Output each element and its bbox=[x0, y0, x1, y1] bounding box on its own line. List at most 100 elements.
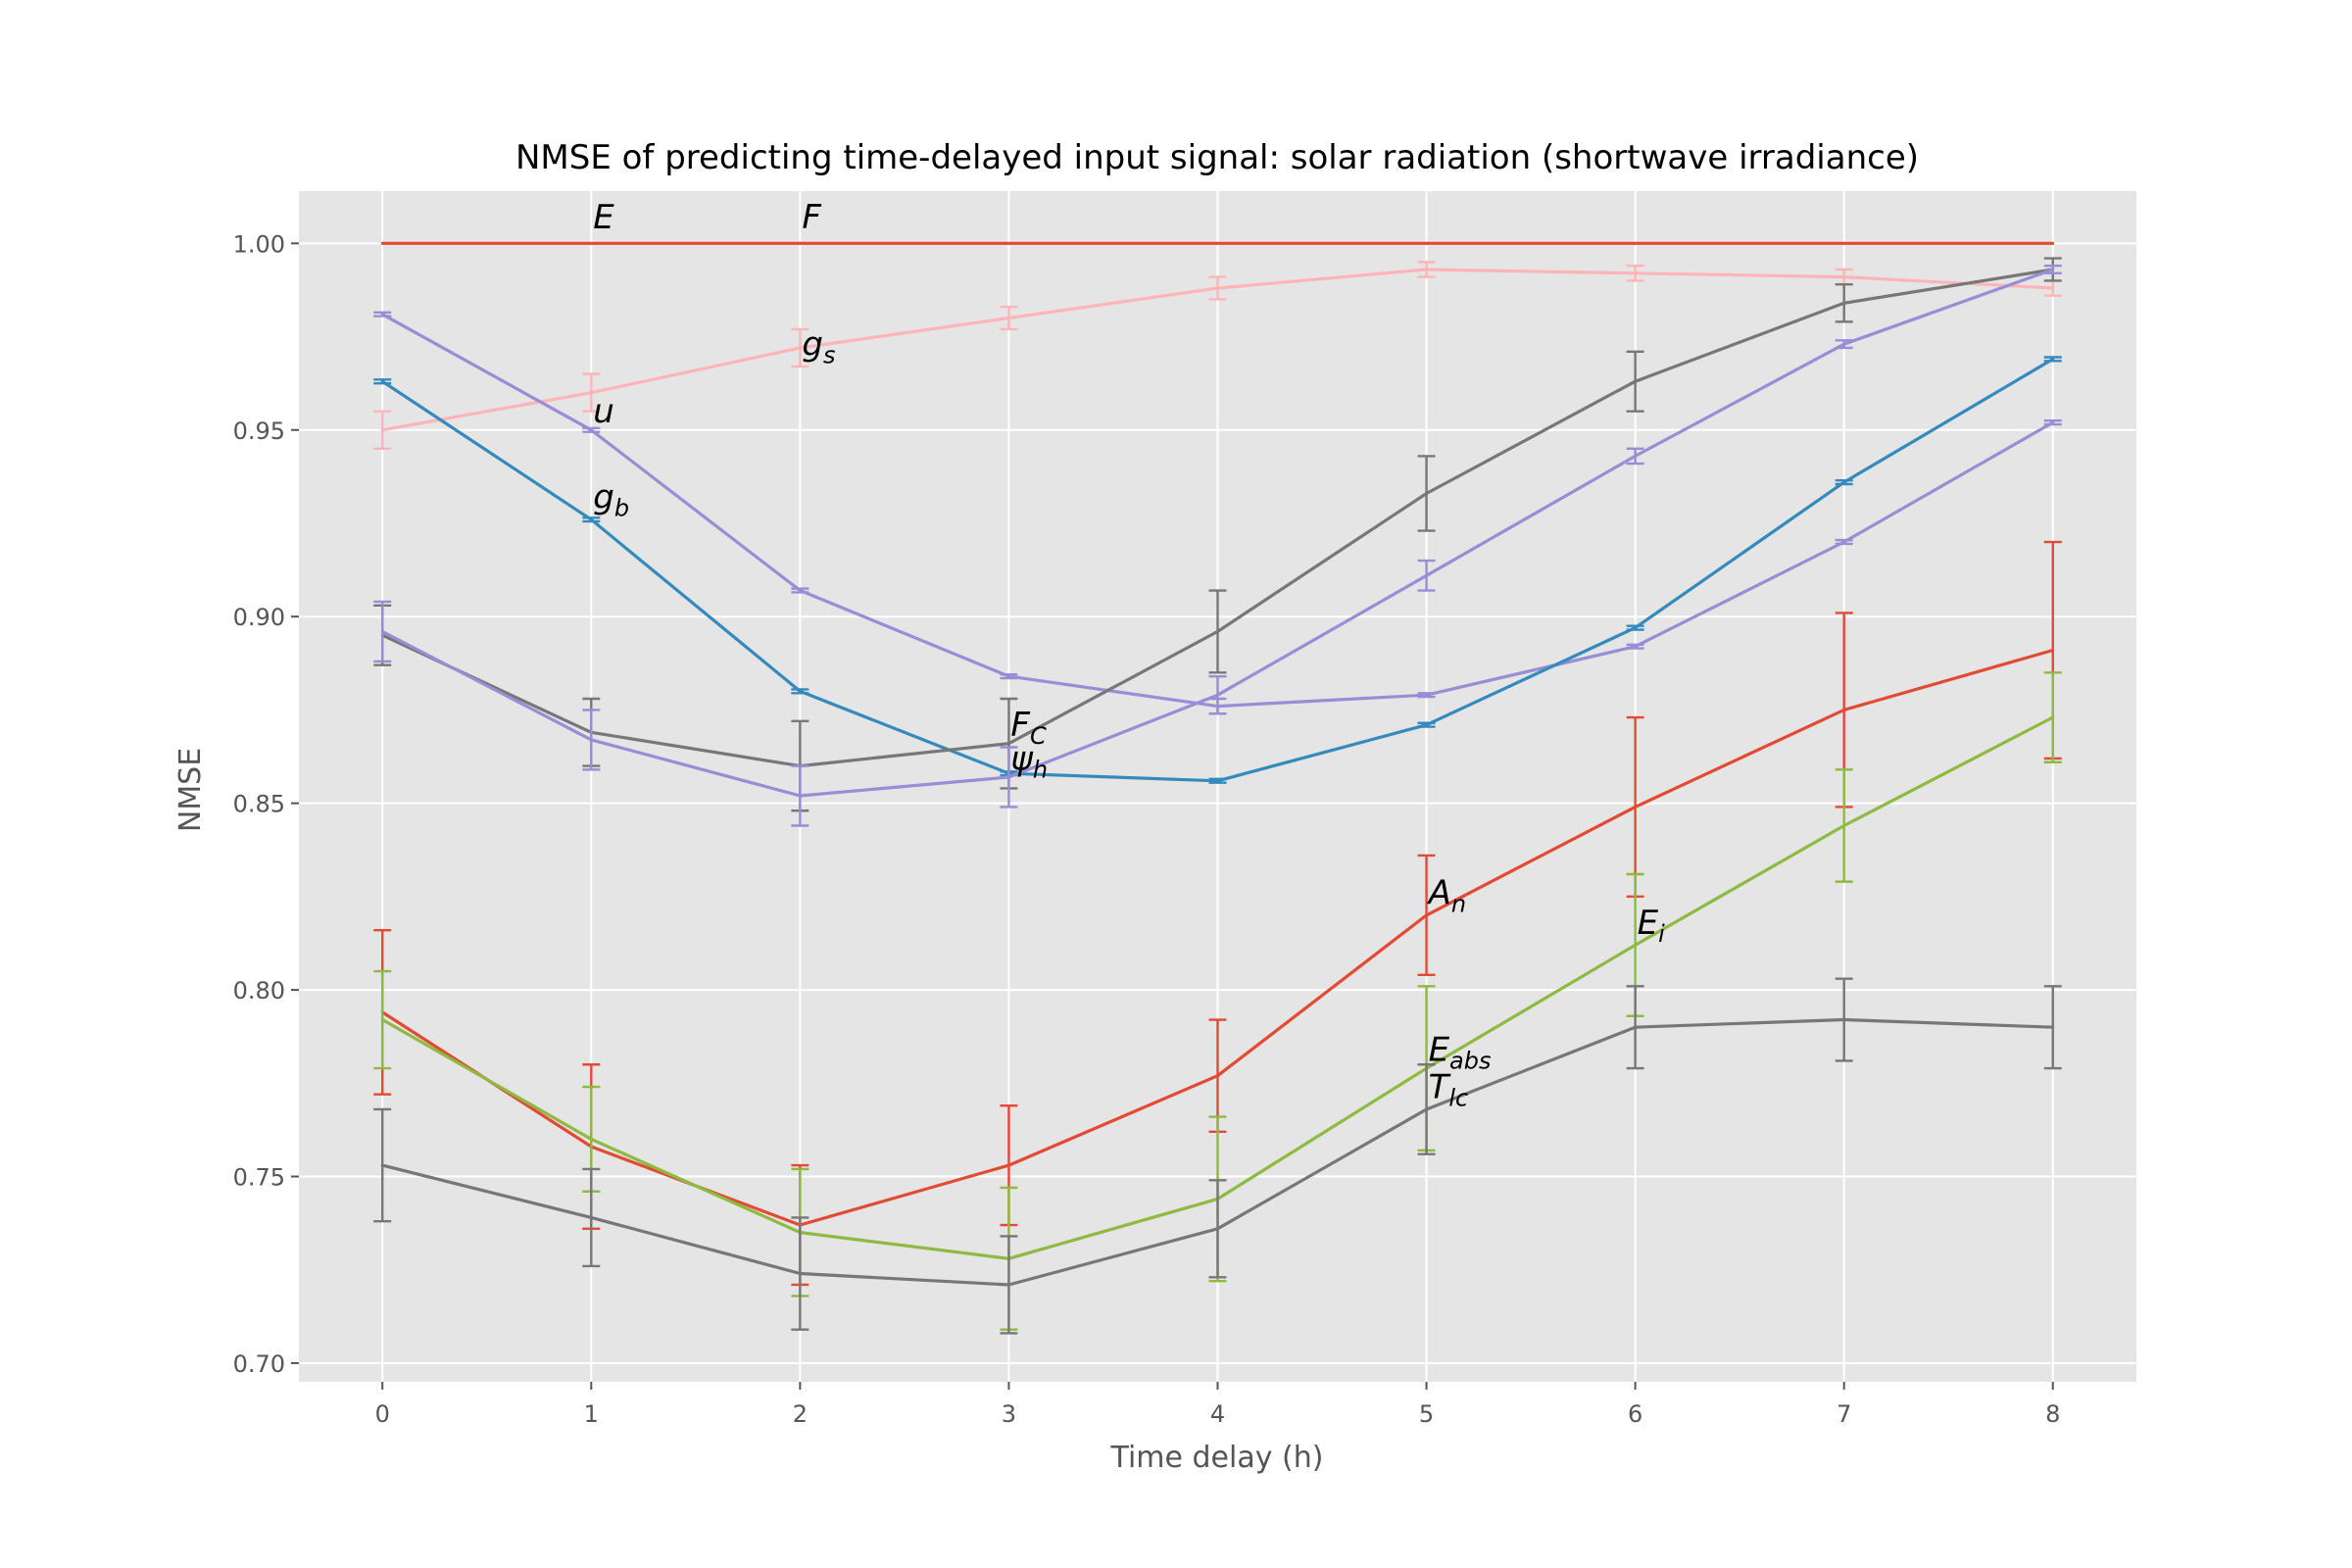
data-point bbox=[1842, 275, 1846, 279]
data-point bbox=[1842, 241, 1846, 245]
x-tick-label: 7 bbox=[1837, 1400, 1851, 1428]
data-point bbox=[1216, 1074, 1219, 1078]
series-0 bbox=[380, 241, 2055, 245]
y-tick-label: 0.75 bbox=[233, 1164, 285, 1192]
data-point bbox=[1425, 913, 1429, 917]
data-point bbox=[1425, 492, 1429, 496]
data-point bbox=[380, 379, 384, 383]
annotation-main: T bbox=[1429, 1068, 1451, 1107]
data-point bbox=[1006, 775, 1010, 779]
annotation-main: g bbox=[802, 325, 823, 365]
data-point bbox=[380, 629, 384, 633]
data-point bbox=[589, 1215, 593, 1219]
data-point bbox=[1842, 1018, 1846, 1022]
data-point bbox=[2051, 286, 2055, 290]
data-point bbox=[798, 241, 802, 245]
annotation-label: gb bbox=[593, 478, 629, 522]
data-point bbox=[1634, 241, 1638, 245]
annotation-subscript: n bbox=[1451, 890, 1466, 917]
x-tick-label: 2 bbox=[793, 1400, 808, 1428]
data-point bbox=[380, 241, 384, 245]
data-point bbox=[1006, 674, 1010, 678]
annotation-subscript: b bbox=[614, 495, 629, 522]
data-point bbox=[589, 738, 593, 742]
annotation-label: ψh bbox=[1010, 739, 1048, 783]
data-point bbox=[1842, 480, 1846, 484]
data-point bbox=[1425, 693, 1429, 697]
annotation-subscript: s bbox=[823, 342, 836, 369]
annotation-main: E bbox=[1429, 1030, 1450, 1069]
x-tick-label: 1 bbox=[584, 1400, 599, 1428]
data-point bbox=[1634, 805, 1638, 808]
annotation-subscript: abs bbox=[1449, 1047, 1491, 1074]
data-point bbox=[1842, 708, 1846, 711]
data-point bbox=[1425, 268, 1429, 271]
y-tick-label: 1.00 bbox=[233, 230, 285, 258]
data-point bbox=[2051, 357, 2055, 361]
annotation-label: u bbox=[593, 392, 614, 431]
annotation-main: A bbox=[1427, 873, 1451, 912]
series-5 bbox=[373, 264, 2062, 827]
x-tick-label: 0 bbox=[375, 1400, 390, 1428]
data-point bbox=[1006, 742, 1010, 746]
annotation-label: gs bbox=[802, 325, 835, 369]
data-point bbox=[1634, 943, 1638, 947]
chart-title: NMSE of predicting time-delayed input si… bbox=[515, 138, 1919, 177]
data-point bbox=[1634, 379, 1638, 383]
y-axis-label: NMSE bbox=[173, 748, 208, 832]
annotation-main: F bbox=[802, 198, 821, 237]
x-tick-label: 5 bbox=[1419, 1400, 1434, 1428]
annotation-main: u bbox=[593, 392, 614, 431]
x-tick-label: 6 bbox=[1628, 1400, 1642, 1428]
data-point bbox=[1216, 779, 1219, 783]
data-point bbox=[1006, 1283, 1010, 1287]
data-point bbox=[798, 589, 802, 593]
data-point bbox=[1216, 693, 1219, 697]
data-point bbox=[1842, 342, 1846, 346]
annotation-main: g bbox=[593, 478, 614, 517]
data-point bbox=[1006, 1163, 1010, 1167]
y-tick-label: 0.90 bbox=[233, 604, 285, 631]
data-point bbox=[2051, 268, 2055, 271]
data-point bbox=[1842, 823, 1846, 827]
data-point bbox=[589, 241, 593, 245]
data-point bbox=[589, 1137, 593, 1141]
series-lines bbox=[373, 241, 2062, 1335]
annotation-main: E bbox=[1638, 904, 1659, 943]
annotation-main: ψ bbox=[1010, 739, 1033, 778]
data-point bbox=[1634, 271, 1638, 275]
annotation-label: Eabs bbox=[1429, 1030, 1492, 1074]
data-point bbox=[1216, 629, 1219, 633]
data-point bbox=[380, 1163, 384, 1167]
annotation-label: FC bbox=[1010, 706, 1047, 750]
annotation-label: Ei bbox=[1638, 904, 1665, 948]
annotation-label: F bbox=[802, 198, 821, 237]
data-point bbox=[1425, 573, 1429, 577]
x-axis-label: Time delay (h) bbox=[1110, 1441, 1324, 1475]
data-point bbox=[2051, 648, 2055, 652]
annotation-main: F bbox=[1010, 706, 1030, 745]
data-point bbox=[1842, 540, 1846, 544]
data-point bbox=[1216, 1227, 1219, 1231]
data-point bbox=[1634, 626, 1638, 630]
data-point bbox=[798, 346, 802, 350]
data-point bbox=[2051, 420, 2055, 424]
x-tick-label: 4 bbox=[1210, 1400, 1225, 1428]
data-point bbox=[380, 428, 384, 432]
y-axis-ticks: 0.70 0.75 0.80 0.85 0.90 0.95 1.00 bbox=[233, 230, 299, 1378]
data-point bbox=[380, 1018, 384, 1022]
annotation-label: An bbox=[1427, 873, 1466, 917]
annotation-subscript: C bbox=[1030, 722, 1047, 750]
data-point bbox=[380, 313, 384, 317]
data-point bbox=[589, 517, 593, 521]
data-point bbox=[1634, 1025, 1638, 1029]
x-tick-label: 8 bbox=[2045, 1400, 2060, 1428]
data-point bbox=[1425, 241, 1429, 245]
y-tick-label: 0.85 bbox=[233, 791, 285, 818]
data-point bbox=[1634, 645, 1638, 649]
x-axis-ticks: 0 1 2 3 4 5 6 7 8 bbox=[375, 1382, 2060, 1428]
data-point bbox=[1006, 316, 1010, 319]
data-point bbox=[1216, 241, 1219, 245]
annotation-label: E bbox=[593, 198, 614, 237]
